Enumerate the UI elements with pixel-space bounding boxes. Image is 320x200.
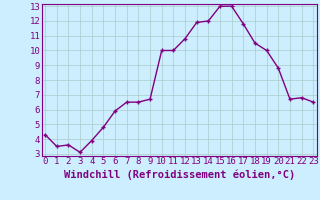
X-axis label: Windchill (Refroidissement éolien,°C): Windchill (Refroidissement éolien,°C) bbox=[64, 169, 295, 180]
